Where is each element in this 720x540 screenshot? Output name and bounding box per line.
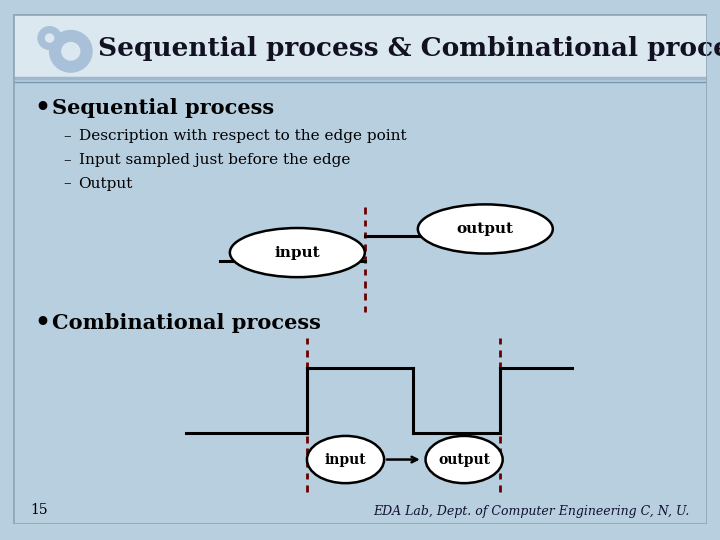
Ellipse shape bbox=[418, 205, 553, 254]
Ellipse shape bbox=[307, 436, 384, 483]
Text: Output: Output bbox=[78, 177, 133, 191]
Ellipse shape bbox=[230, 228, 365, 277]
Circle shape bbox=[45, 33, 55, 43]
Circle shape bbox=[38, 26, 61, 49]
Text: 15: 15 bbox=[30, 503, 48, 517]
Text: –: – bbox=[63, 130, 71, 143]
Text: input: input bbox=[274, 246, 320, 260]
Bar bbox=[13, 14, 707, 78]
Text: •: • bbox=[34, 96, 50, 120]
Text: Combinational process: Combinational process bbox=[52, 313, 320, 334]
Ellipse shape bbox=[426, 436, 503, 483]
Text: output: output bbox=[456, 222, 514, 236]
Text: Sequential process: Sequential process bbox=[52, 98, 274, 118]
Circle shape bbox=[50, 30, 92, 72]
Text: –: – bbox=[63, 153, 71, 167]
Text: •: • bbox=[34, 312, 50, 335]
Text: Input sampled just before the edge: Input sampled just before the edge bbox=[78, 153, 350, 167]
Text: Sequential process & Combinational process: Sequential process & Combinational proce… bbox=[98, 36, 720, 61]
Text: input: input bbox=[325, 453, 366, 467]
Text: –: – bbox=[63, 177, 71, 191]
Text: EDA Lab, Dept. of Computer Engineering C, N, U.: EDA Lab, Dept. of Computer Engineering C… bbox=[373, 505, 690, 518]
Text: output: output bbox=[438, 453, 490, 467]
Circle shape bbox=[61, 42, 81, 60]
Text: Description with respect to the edge point: Description with respect to the edge poi… bbox=[78, 130, 406, 143]
